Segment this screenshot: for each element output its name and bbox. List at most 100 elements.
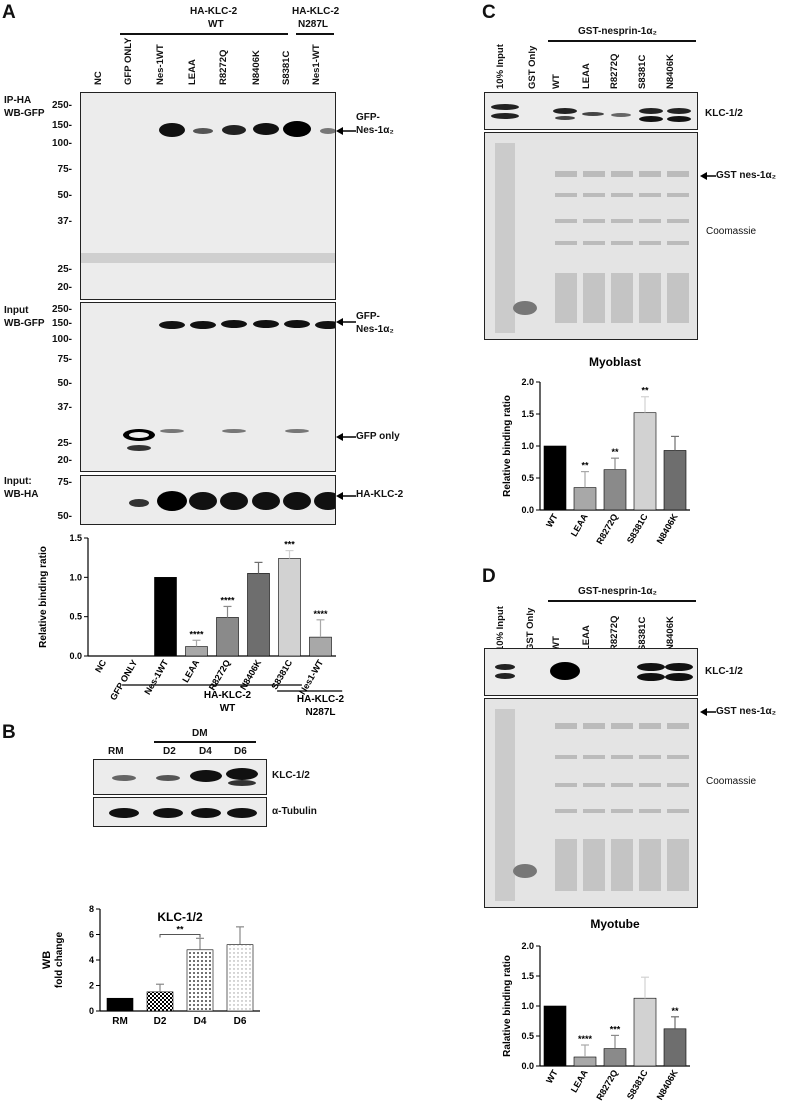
x-tick-label: WT [544,1068,560,1086]
chart-c: Myoblast Relative binding ratio 0.0 0.5 1.0 1… [502,355,690,546]
d-lane-label: GST Only [525,607,536,651]
mw-marker: 250- [51,304,72,315]
b-tubulin-blot [93,797,267,827]
a-ip-blot-bands [81,121,335,263]
significance-label: *** [284,540,295,550]
c-lane-label: LEAA [581,63,592,89]
bar [663,1028,687,1067]
chart-title: Myotube [590,917,640,931]
y-tick-label: 2.0 [521,377,534,387]
a-lane-label: LEAA [187,59,198,85]
arrow-icon [336,318,356,326]
mw-marker: 75- [57,164,72,175]
bar [309,636,332,657]
mw-marker: 25- [57,264,72,275]
d-header-line [548,600,696,602]
bar [278,558,301,657]
c-gel-arrow: GST nes-1α₂ [716,170,777,181]
c-blot-label: KLC-1/2 [705,108,743,119]
group-label-wt: HA-KLC-2 [204,690,252,701]
significance-label: ** [176,925,184,935]
bar [226,944,254,1012]
chart-b: KLC-1/2 WB fold change 0 2 4 6 8 RM D2 D4 D6 ** [41,904,260,1027]
c-lane-label: S8381C [637,54,648,89]
a-lane-label: R8272Q [218,49,229,85]
a-group-header-wt2: WT [208,19,224,30]
x-tick-label: D6 [234,1016,247,1027]
a-lane-label: S8381C [281,50,292,85]
bar [186,949,214,1012]
c-lane-label: 10% Input [495,44,506,89]
y-tick-label: 1.5 [521,971,534,981]
a-ha-blot [80,475,336,525]
a-group-header-wt: HA-KLC-2 [190,6,238,17]
c-klc-blot-bands [491,104,691,122]
significance-label: ** [641,386,649,396]
bar [543,1005,567,1067]
y-tick-label: 2.0 [521,941,534,951]
group-label-wt2: WT [220,703,236,714]
bar [603,469,627,511]
d-lane-label: R8272Q [609,615,620,651]
y-tick-label: 0.5 [521,473,534,483]
x-tick-label: N8406K [655,512,680,546]
a-wt-line [120,33,288,35]
bar [633,997,657,1067]
bar [663,450,687,511]
significance-label: *** [610,1024,621,1034]
a-blot2-label1: Input [4,305,29,316]
d-gel-label: Coomassie [706,776,757,787]
a-ha-blot-bands [129,491,335,511]
panel-b-label: B [2,722,16,743]
a-blot2-arrow1: GFP- [356,311,380,322]
d-blot-label: KLC-1/2 [705,666,743,677]
arrow-icon [336,492,356,500]
a-blot1-label2: WB-GFP [4,108,45,119]
bar [633,412,657,511]
b-klc-blot [93,759,267,795]
y-tick-label: 1.5 [69,533,82,543]
y-tick-label: 6 [89,930,94,940]
x-tick-label: D4 [194,1016,207,1027]
bar [543,445,567,511]
a-input-blot [80,302,336,472]
panel-c-label: C [482,2,496,23]
y-tick-label: 0.5 [521,1031,534,1041]
mw-marker: 20- [57,282,72,293]
y-axis-label: Relative binding ratio [502,395,513,497]
y-tick-label: 4 [89,955,94,965]
mw-marker: 50- [57,190,72,201]
b-blot1-label: KLC-1/2 [272,770,310,781]
y-axis-label: fold change [54,932,65,989]
mw-marker: 150- [51,120,72,131]
c-gel-bands [495,143,689,333]
y-axis-label: Relative binding ratio [38,546,49,648]
x-tick-label: N8406K [238,658,263,692]
panel-d-label: D [482,566,496,587]
mw-marker: 37- [57,402,72,413]
mw-marker: 75- [57,354,72,365]
b-dm-line [154,741,256,743]
a-mut-line [296,33,334,35]
mw-marker: 50- [57,511,72,522]
y-tick-label: 1.0 [69,572,82,582]
y-tick-label: 8 [89,904,94,914]
bar [216,617,239,657]
c-lane-label: GST Only [527,45,538,89]
x-tick-label: S8381C [625,1068,650,1102]
a-blot3-label2: WB-HA [4,489,39,500]
a-lane-label: Nes-1WT [155,44,166,85]
a-group-header-mut: HA-KLC-2 [292,6,340,17]
x-tick-label: N8406K [655,1068,680,1102]
a-lane-label: NC [93,71,104,85]
significance-label: ** [671,1006,679,1016]
c-lane-label: WT [551,74,562,89]
mw-marker: 50- [57,378,72,389]
a-blot2-label2: WB-GFP [4,318,45,329]
x-tick-label: LEAA [569,512,590,539]
d-coomassie-gel [484,698,698,908]
b-lane: D4 [199,746,212,757]
a-blot1-label1: IP-HA [4,95,32,106]
c-header-line [548,40,696,42]
y-tick-label: 0.0 [521,1061,534,1071]
